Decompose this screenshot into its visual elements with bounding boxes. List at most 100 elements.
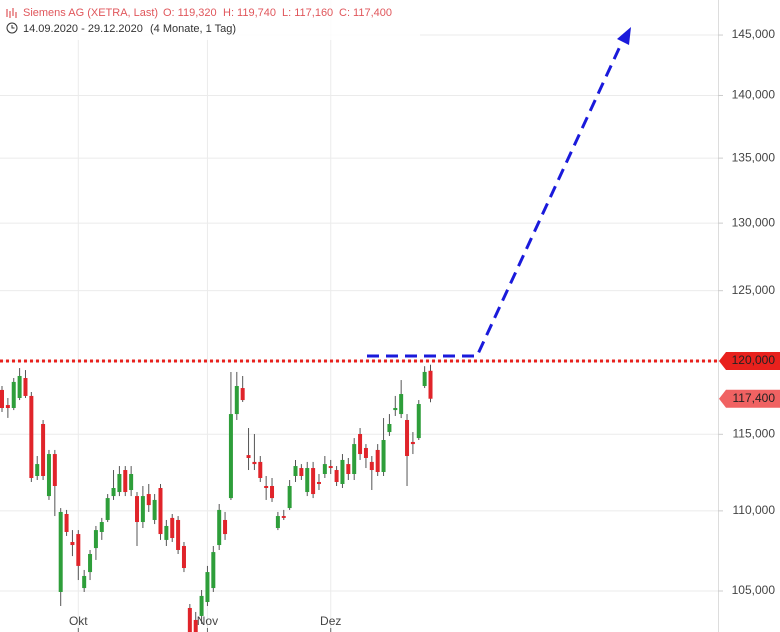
candle-body: [422, 371, 427, 387]
ohlc-close: C: 117,400: [339, 7, 392, 19]
candle-body: [381, 440, 386, 473]
header-bg: [0, 0, 420, 40]
candle-body: [270, 485, 275, 499]
candle-body: [322, 464, 327, 474]
title: Siemens AG (XETRA, Last): [23, 7, 158, 19]
candle-body: [399, 394, 404, 415]
y-tick-label: 125,000: [732, 283, 776, 297]
candle-body: [29, 395, 34, 478]
x-tick-label: Nov: [197, 614, 218, 628]
candle-body: [405, 419, 410, 457]
candle-body: [217, 509, 222, 546]
candle-body: [70, 541, 75, 546]
candle-body: [140, 496, 145, 523]
candle-body: [46, 454, 51, 497]
candle-body: [64, 514, 69, 532]
x-tick-label: Okt: [69, 614, 88, 628]
candle-body: [99, 522, 104, 532]
candle-body: [146, 494, 151, 506]
grid: [0, 0, 718, 632]
candle-body: [52, 454, 57, 486]
candle-body: [252, 461, 257, 465]
period: (4 Monate, 1 Tag): [150, 23, 236, 35]
last-price-label: 117,400: [733, 391, 776, 405]
y-tick-label: 130,000: [732, 215, 776, 229]
candle-body: [234, 386, 239, 415]
ohlc-low: L: 117,160: [282, 7, 333, 19]
y-tick-label: 115,000: [733, 426, 776, 440]
candles: [0, 364, 433, 632]
candle-body: [346, 464, 351, 474]
candle-body: [264, 485, 269, 489]
candle-body: [228, 414, 233, 499]
resistance-label: 120,000: [732, 353, 776, 367]
ohlc-high: H: 119,740: [223, 7, 276, 19]
candle-body: [275, 516, 280, 529]
date-range: 14.09.2020 - 29.12.2020: [23, 23, 143, 35]
candle-body: [205, 572, 210, 603]
candle-body: [358, 434, 363, 455]
y-tick-label: 135,000: [732, 150, 776, 164]
candle-body: [170, 517, 175, 539]
candle-body: [193, 619, 198, 632]
y-tick-label: 145,000: [732, 27, 776, 41]
candle-body: [23, 378, 28, 396]
candle-body: [5, 405, 10, 408]
candle-body: [281, 516, 286, 518]
y-tick-label: 110,000: [733, 503, 776, 517]
candle-body: [88, 553, 93, 573]
candle-body: [152, 499, 157, 520]
candle-body: [58, 511, 63, 592]
candle-body: [240, 388, 245, 401]
candle-body: [375, 449, 380, 473]
candle-body: [363, 447, 368, 458]
arrow-head: [617, 27, 631, 45]
candle-body: [0, 389, 4, 408]
candle-body: [164, 525, 169, 540]
candle-body: [176, 519, 181, 550]
y-axis: 105,000 110,000 115,000 120,000 125,000 130,0…: [718, 27, 775, 597]
resistance-label-bg: [719, 351, 780, 370]
candle-body: [17, 375, 22, 398]
candle-body: [105, 498, 110, 520]
candle-body: [334, 470, 339, 482]
trend-line: [367, 41, 624, 358]
y-tick-label: 105,000: [732, 583, 776, 597]
candle-body: [340, 459, 345, 484]
candle-body: [11, 381, 16, 408]
candle-body: [287, 485, 292, 509]
candle-body: [246, 455, 251, 458]
candle-body: [158, 488, 163, 535]
candle-body: [387, 424, 392, 433]
candle-body: [316, 481, 321, 484]
trend-arrow: [367, 27, 631, 358]
candle-body: [352, 444, 357, 474]
candle-body: [223, 519, 228, 535]
candle-body: [41, 424, 46, 476]
candle-body: [416, 404, 421, 439]
x-tick-label: Dez: [320, 614, 341, 628]
y-tick-label: 140,000: [732, 88, 776, 102]
header: Siemens AG (XETRA, Last) O: 119,320 H: 1…: [0, 0, 420, 40]
candle-body: [181, 545, 186, 569]
candle-body: [393, 407, 398, 411]
candle-body: [311, 468, 316, 495]
candle-body: [369, 461, 374, 471]
candle-body: [135, 496, 140, 523]
candle-body: [293, 466, 298, 476]
candle-body: [199, 595, 204, 616]
clock-icon: [6, 22, 18, 34]
candle-body: [328, 466, 333, 469]
candle-body: [428, 370, 433, 399]
candle-body: [187, 607, 192, 632]
chart-icon: [6, 8, 17, 18]
candle-body: [258, 461, 263, 478]
candle-body: [299, 468, 304, 476]
candle-body: [123, 470, 128, 493]
candle-body: [93, 530, 98, 549]
ohlc-open: O: 119,320: [163, 7, 217, 19]
candle-body: [410, 441, 415, 445]
candle-body: [82, 575, 87, 589]
